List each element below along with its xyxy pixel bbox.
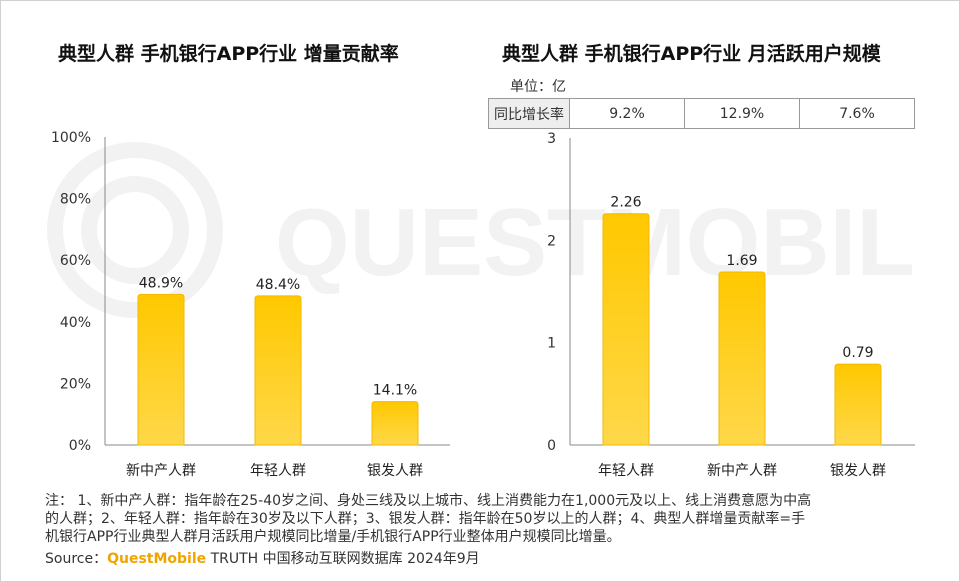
y-tick-label: 100% xyxy=(51,130,91,146)
yoy-growth-table: 同比增长率 9.2% 12.9% 7.6% xyxy=(488,98,915,129)
bar-value-label: 48.9% xyxy=(139,275,183,291)
y-tick-label: 0% xyxy=(69,438,91,454)
left-bar-chart: 0% 20% 40% 60% 80% 100% 48.9% 新中产人群 48.4% 年轻人群 14.… xyxy=(51,130,450,479)
x-category-label: 银发人群 xyxy=(830,463,886,479)
bar-3 xyxy=(371,401,419,446)
bar-2 xyxy=(718,271,766,446)
footnote-line-3: 机银行APP行业典型人群月活跃用户规模同比增量/手机银行APP行业整体用户规模同… xyxy=(45,529,621,545)
x-category-label: 年轻人群 xyxy=(598,463,654,479)
y-tick-label: 3 xyxy=(547,131,556,147)
y-tick-label: 1 xyxy=(547,336,556,352)
right-chart-title: 典型人群 手机银行APP行业 月活跃用户规模 xyxy=(502,43,881,65)
source-rest: TRUTH 中国移动互联网数据库 2024年9月 xyxy=(206,551,480,567)
left-chart-title: 典型人群 手机银行APP行业 增量贡献率 xyxy=(58,43,399,65)
source-brand: QuestMobile xyxy=(107,551,207,567)
footnote-line-2: 的人群；2、年轻人群：指年龄在30岁及以下人群；3、银发人群：指年龄在50岁以上… xyxy=(45,511,806,527)
bar-2 xyxy=(254,295,302,446)
footnotes: 注： 1、新中产人群：指年龄在25-40岁之间、身处三线及以上城市、线上消费能力… xyxy=(45,492,925,546)
x-category-label: 银发人群 xyxy=(367,463,423,479)
bar-value-label: 0.79 xyxy=(842,345,873,361)
bar-value-label: 48.4% xyxy=(256,277,300,293)
x-category-label: 新中产人群 xyxy=(707,463,777,479)
y-tick-label: 80% xyxy=(60,192,91,208)
y-tick-label: 40% xyxy=(60,315,91,331)
bar-value-label: 2.26 xyxy=(610,195,641,211)
y-tick-label: 0 xyxy=(547,438,556,454)
y-tick-label: 2 xyxy=(547,233,556,249)
bar-value-label: 14.1% xyxy=(373,383,417,399)
yoy-value-middle-class: 12.9% xyxy=(684,98,800,129)
footnote-line-1: 注： 1、新中产人群：指年龄在25-40岁之间、身处三线及以上城市、线上消费能力… xyxy=(45,493,812,509)
x-category-label: 新中产人群 xyxy=(126,463,196,479)
bar-3 xyxy=(834,363,882,446)
right-bar-chart: 0 1 2 3 2.26 年轻人群 1.69 新中产人群 0.79 银发人群 xyxy=(547,131,915,479)
source-label: Source： xyxy=(45,551,108,567)
yoy-value-young: 9.2% xyxy=(569,98,685,129)
yoy-header: 同比增长率 xyxy=(488,98,570,129)
bar-1 xyxy=(137,293,185,446)
x-category-label: 年轻人群 xyxy=(250,463,306,479)
source-line: Source：QuestMobile TRUTH 中国移动互联网数据库 2024… xyxy=(45,548,480,568)
y-tick-label: 60% xyxy=(60,253,91,269)
bar-value-label: 1.69 xyxy=(726,253,757,269)
y-tick-label: 20% xyxy=(60,376,91,392)
unit-label: 单位：亿 xyxy=(510,79,566,95)
bar-1 xyxy=(602,213,650,446)
yoy-value-silver: 7.6% xyxy=(799,98,915,129)
